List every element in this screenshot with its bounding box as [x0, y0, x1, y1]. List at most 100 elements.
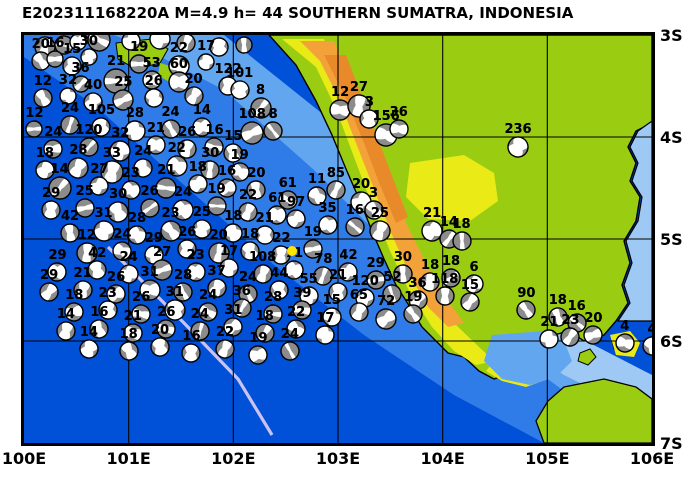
elevation-yellow-patch-e [406, 155, 498, 221]
event-depth-label: 29 [144, 231, 163, 247]
event-depth-label: 19 [404, 290, 423, 306]
event-depth-label: 120 [75, 123, 103, 139]
event-depth-label: 23 [186, 247, 205, 263]
event-depth-label: 11 [308, 172, 327, 188]
event-depth-label: 16 [205, 123, 224, 139]
map-plot-area: 2018161817442819718201615301922173621536… [24, 35, 652, 443]
map-frame: 2018161817442819718201615301922173621536… [21, 32, 655, 446]
event-depth-label: 18 [441, 253, 461, 269]
event-depth-label: 22 [287, 304, 306, 320]
event-depth-label: 37 [207, 263, 226, 279]
event-depth-label: 22 [167, 140, 186, 156]
event-depth-label: 60 [169, 56, 188, 72]
event-depth-label: 36 [71, 60, 90, 76]
event-depth-label: 28 [127, 210, 147, 226]
event-depth-label: 3 [369, 186, 379, 202]
event-depth-label: 28 [174, 268, 193, 284]
event-depth-label: 85 [326, 166, 345, 182]
y-tick-3S: 3S [660, 26, 683, 45]
event-depth-label: 19 [230, 147, 249, 163]
event-depth-label: 20 [584, 310, 603, 326]
y-tick-5S: 5S [660, 230, 683, 249]
east-coast-water [616, 120, 652, 322]
event-depth-label: 72 [377, 293, 396, 309]
event-depth-label: 32 [111, 126, 130, 142]
event-depth-label: 14 [192, 102, 211, 118]
event-depth-label: 15 [322, 292, 341, 308]
event-depth-label: 4 [647, 322, 652, 337]
event-depth-label: 31 [94, 205, 113, 221]
event-depth-label: 25 [75, 184, 94, 200]
event-depth-label: 24 [113, 227, 132, 243]
event-depth-label: 61 [268, 190, 287, 206]
event-depth-label: 14 [50, 162, 69, 177]
event-depth-label: 24 [174, 185, 193, 201]
event-depth-label: 15 [460, 278, 479, 294]
event-depth-label: 18 [452, 217, 471, 233]
event-depth-label: 35 [318, 200, 337, 216]
event-depth-label: 26 [157, 304, 176, 320]
event-depth-label: 18 [119, 327, 138, 343]
event-depth-label: 20 [184, 72, 203, 88]
event-depth-label: 32 [58, 73, 77, 89]
event-depth-label: 55 [299, 272, 318, 288]
event-depth-label: 27 [90, 161, 109, 177]
elevation-orange-deep [324, 55, 408, 223]
x-tick-104E: 104E [420, 449, 465, 468]
event-depth-label: 12 [33, 74, 52, 90]
event-depth-label: 31 [224, 302, 243, 318]
event-depth-label: 20 [31, 36, 50, 52]
event-depth-label: 197 [205, 35, 232, 38]
event-depth-label: 20 [209, 228, 228, 244]
event-depth-label: 15 [63, 41, 82, 57]
event-depth-label: 25 [370, 205, 389, 221]
event-depth-label: 24 [280, 327, 299, 343]
event-depth-label: 18 [188, 159, 207, 175]
event-depth-label: 28 [264, 290, 283, 306]
event-depth-label: 65 [349, 288, 368, 304]
event-depth-label: 21 [73, 266, 92, 281]
event-depth-label: 14 [56, 306, 75, 322]
event-depth-label: 14 [79, 325, 98, 341]
event-depth-label: 18 [548, 292, 567, 308]
epicenter-marker [286, 246, 297, 257]
y-tick-4S: 4S [660, 128, 683, 147]
event-depth-label: 30 [79, 35, 98, 50]
y-tick-6S: 6S [660, 332, 683, 351]
event-depth-label: 17 [220, 243, 239, 259]
event-depth-label: 78 [314, 251, 333, 267]
event-depth-label: 16 [90, 304, 109, 320]
event-depth-label: 15 [224, 129, 243, 145]
event-depth-label: 23 [98, 286, 117, 302]
x-tick-102E: 102E [211, 449, 256, 468]
event-depth-label: 21 [423, 205, 442, 221]
event-depth-label: 21 [328, 268, 348, 284]
event-depth-label: 18 [65, 288, 84, 304]
event-depth-label: 6 [469, 259, 479, 275]
event-depth-label: 12 [331, 85, 350, 101]
event-depth-label: 21 [157, 163, 176, 178]
event-depth-label: 18 [35, 145, 54, 161]
event-depth-label: 22 [169, 40, 188, 56]
event-depth-label: 18 [55, 35, 73, 36]
x-tick-101E: 101E [106, 449, 151, 468]
event-depth-label: 26 [178, 225, 197, 241]
event-depth-label: 105 [87, 102, 116, 118]
event-depth-label: 120 [351, 274, 379, 290]
event-depth-label: 108 [249, 249, 277, 265]
event-depth-label: 21 [255, 210, 274, 226]
event-depth-label: 23 [161, 205, 180, 221]
event-depth-label: 26 [140, 184, 159, 200]
event-depth-label: 28 [69, 142, 88, 158]
event-depth-label: 36 [232, 284, 251, 300]
event-depth-label: 61 [278, 176, 297, 192]
event-depth-label: 53 [142, 55, 161, 71]
event-depth-label: 21 [146, 121, 165, 137]
event-depth-label: 20 [36, 35, 54, 37]
event-depth-label: 42 [88, 245, 107, 261]
event-depth-label: 236 [504, 122, 532, 138]
event-depth-label: 22 [215, 325, 234, 341]
event-depth-label: 18 [235, 35, 253, 37]
event-depth-label: 23 [121, 166, 140, 182]
x-tick-106E: 106E [629, 449, 675, 468]
